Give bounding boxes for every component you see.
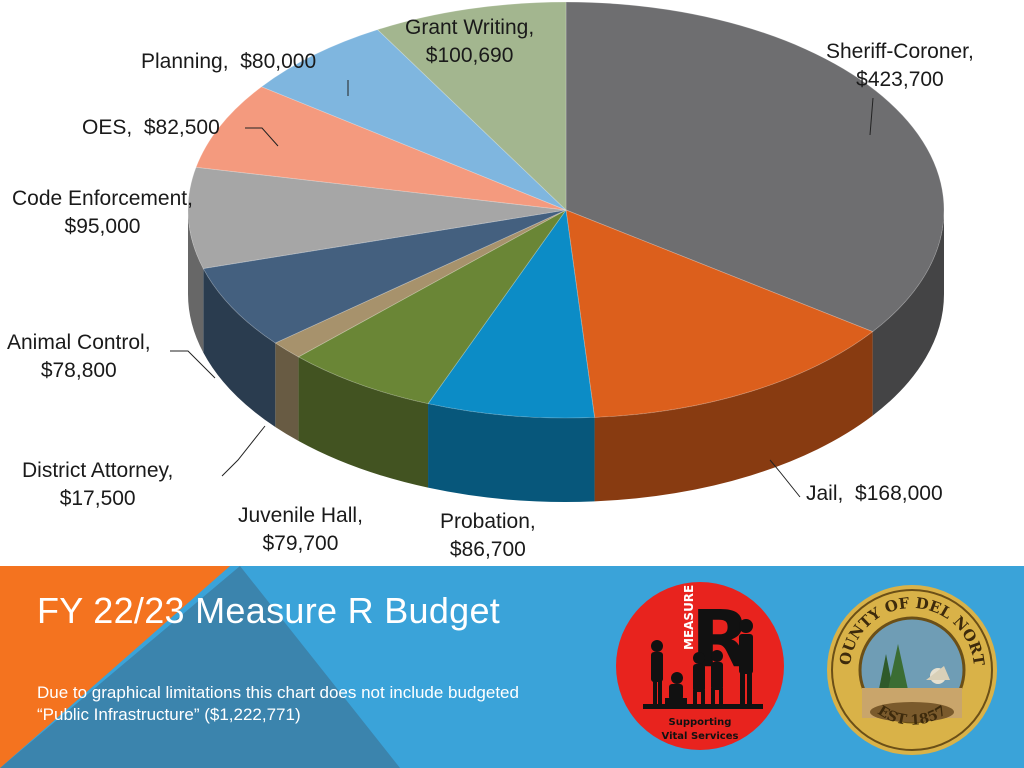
measure-caption-2: Vital Services (662, 731, 739, 742)
pie-slice-animal-control (202, 209, 567, 344)
pie-side-sheriff-coroner (872, 210, 944, 416)
measure-r-logo: R MEASURE Supporting Vital Services (616, 582, 784, 750)
pie-slice-oes (195, 86, 567, 211)
label-animal-control: Animal Control, $78,800 (7, 331, 151, 382)
pie-side-juvenile-hall (298, 356, 429, 488)
pie-slice-juvenile-hall (297, 209, 567, 405)
leader-line (245, 127, 279, 147)
pie-side-district-attorney (275, 342, 299, 441)
label-planning: Planning, $80,000 (141, 50, 317, 73)
title-banner: FY 22/23 Measure R Budget Due to graphic… (0, 566, 1024, 768)
page-title: FY 22/23 Measure R Budget (37, 590, 501, 631)
pie-slice-district-attorney (274, 209, 567, 358)
label-oes: OES, $82,500 (82, 116, 220, 139)
measure-caption-1: Supporting (669, 717, 732, 728)
label-juvenile-hall: Juvenile Hall, $79,700 (238, 504, 363, 555)
footnote-line-1: Due to graphical limitations this chart … (37, 683, 519, 702)
workers-silhouette-icon (643, 619, 763, 709)
footnote-line-2: “Public Infrastructure” ($1,222,771) (37, 705, 301, 724)
banner-background (0, 566, 1024, 768)
label-code-enforcement: Code Enforcement, $95,000 (12, 187, 193, 238)
pie-slice-probation (427, 208, 596, 419)
leader-line (170, 350, 216, 379)
pie-slice-sheriff-coroner (565, 1, 945, 333)
label-grant-writing: Grant Writing, $100,690 (405, 16, 535, 67)
pie-chart: Sheriff-Coroner, $423,700 Jail, $168,000… (7, 1, 974, 561)
pie-side-code-enforcement (188, 210, 204, 353)
pie-slice-grant-writing (376, 1, 567, 211)
banner-steel-triangle (0, 566, 400, 768)
leader-line (869, 97, 874, 136)
pie-side-probation (428, 403, 595, 503)
label-probation: Probation, $86,700 (440, 510, 536, 561)
pie-side-animal-control (203, 268, 276, 427)
pie-side-jail (594, 331, 873, 502)
pie-chart-svg (170, 1, 945, 503)
label-jail: Jail, $168,000 (806, 482, 943, 505)
pie-slice-jail (565, 209, 874, 418)
label-sheriff-coroner: Sheriff-Coroner, $423,700 (826, 40, 974, 91)
chart-footnote: Due to graphical limitations this chart … (37, 682, 617, 726)
pie-slice-planning (260, 29, 567, 211)
leader-line (221, 425, 266, 477)
seal-landscape-icon (862, 644, 962, 722)
measure-vertical-text: MEASURE (682, 585, 696, 650)
banner-orange-triangle (0, 566, 230, 768)
label-district-attorney: District Attorney, $17,500 (22, 459, 174, 510)
pie-slice-code-enforcement (187, 166, 567, 269)
leader-line (769, 459, 801, 498)
